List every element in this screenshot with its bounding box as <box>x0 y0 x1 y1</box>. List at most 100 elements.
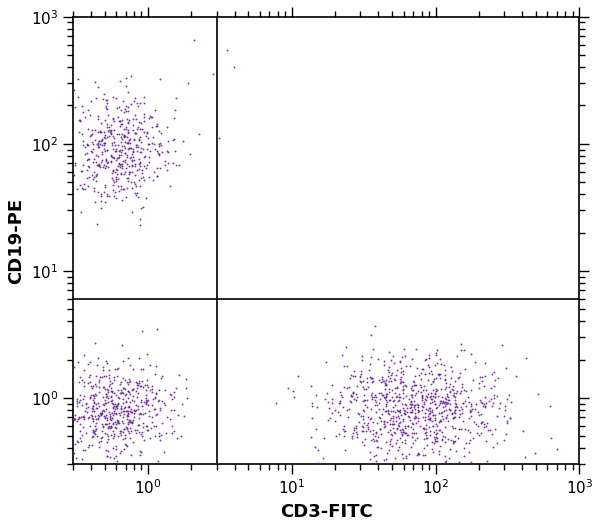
Point <box>432 359 442 367</box>
Point <box>420 428 430 437</box>
Point <box>179 412 188 420</box>
Point <box>478 377 487 385</box>
Point <box>101 428 110 437</box>
Point <box>89 404 98 413</box>
Point <box>92 361 101 369</box>
Point <box>442 411 452 420</box>
Point <box>103 432 113 440</box>
Point <box>77 455 87 463</box>
Point <box>406 403 416 412</box>
Point <box>400 345 409 353</box>
Point <box>166 406 176 414</box>
Point <box>350 394 359 403</box>
Point <box>171 383 181 392</box>
Point <box>87 407 97 416</box>
Point <box>470 404 480 413</box>
Point <box>336 391 346 400</box>
Point <box>395 356 405 365</box>
Point <box>88 158 98 166</box>
Point <box>330 406 340 414</box>
Point <box>86 358 95 366</box>
Point <box>77 184 87 192</box>
Point <box>97 136 107 145</box>
Point <box>403 422 413 430</box>
Point <box>362 395 372 404</box>
Point <box>458 399 468 407</box>
Point <box>448 386 458 394</box>
Point <box>90 422 100 430</box>
Point <box>474 379 484 388</box>
Point <box>142 385 151 394</box>
Point <box>116 185 126 193</box>
Point <box>147 417 157 426</box>
Point <box>110 147 120 155</box>
Point <box>454 425 464 433</box>
Point <box>98 163 107 171</box>
Point <box>361 385 371 393</box>
Point <box>343 384 352 392</box>
Point <box>73 75 83 83</box>
Point <box>452 352 461 360</box>
Point <box>412 389 421 397</box>
Y-axis label: CD19-PE: CD19-PE <box>7 197 25 284</box>
Point <box>121 124 131 133</box>
Point <box>97 410 106 418</box>
Point <box>121 407 130 415</box>
Point <box>349 366 358 375</box>
Point <box>439 399 449 407</box>
Point <box>152 410 162 419</box>
Point <box>450 423 460 432</box>
Point <box>95 408 104 417</box>
Point <box>130 134 139 143</box>
Point <box>428 422 438 430</box>
Point <box>394 414 404 422</box>
Point <box>142 132 151 140</box>
Point <box>521 354 530 362</box>
Point <box>479 382 488 390</box>
Point <box>83 155 92 163</box>
Point <box>110 187 120 196</box>
Point <box>328 409 337 417</box>
Point <box>367 374 377 382</box>
Point <box>126 405 136 413</box>
Point <box>395 426 405 434</box>
Point <box>130 188 140 197</box>
Point <box>432 346 442 354</box>
Point <box>440 398 450 407</box>
Point <box>417 365 427 374</box>
Point <box>409 386 418 394</box>
Point <box>385 373 395 382</box>
Point <box>443 396 452 404</box>
Point <box>445 380 455 388</box>
Point <box>424 406 433 414</box>
Point <box>352 432 362 441</box>
Point <box>106 416 116 424</box>
Point <box>395 418 405 427</box>
Point <box>70 411 80 419</box>
Point <box>438 414 448 423</box>
Point <box>395 443 404 451</box>
Point <box>410 436 420 445</box>
Point <box>111 410 121 418</box>
Point <box>424 409 434 418</box>
Point <box>139 364 148 373</box>
Point <box>125 361 134 370</box>
Point <box>434 417 444 426</box>
Point <box>132 381 142 389</box>
Point <box>167 429 177 438</box>
Point <box>101 155 110 163</box>
Point <box>412 400 421 409</box>
Point <box>73 93 82 102</box>
Point <box>107 153 117 161</box>
Point <box>109 117 119 125</box>
Point <box>118 419 128 428</box>
Point <box>127 208 137 216</box>
Point <box>431 426 440 434</box>
Point <box>419 435 428 444</box>
Point <box>501 430 511 439</box>
Point <box>379 376 388 385</box>
Point <box>109 126 119 135</box>
Point <box>379 417 389 425</box>
Point <box>76 420 85 428</box>
Point <box>90 126 100 134</box>
